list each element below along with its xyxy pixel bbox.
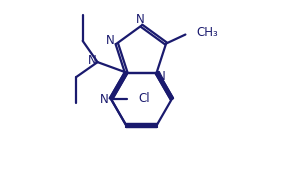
Text: Cl: Cl <box>138 92 149 105</box>
Text: N: N <box>88 54 97 67</box>
Text: N: N <box>100 93 109 106</box>
Text: N: N <box>106 34 115 47</box>
Text: N: N <box>157 70 165 82</box>
Text: N: N <box>136 13 144 26</box>
Text: CH₃: CH₃ <box>196 26 218 39</box>
